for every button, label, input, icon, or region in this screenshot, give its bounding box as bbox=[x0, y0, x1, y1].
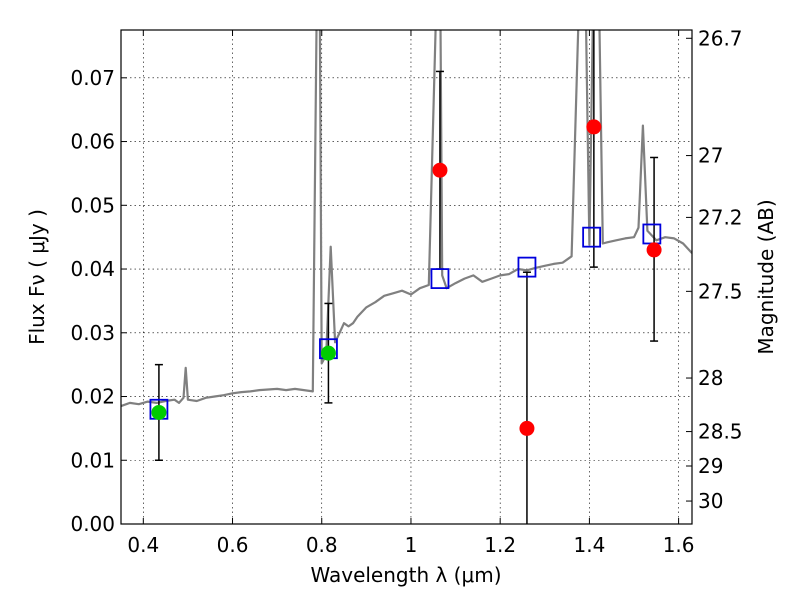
observed-point-undetected bbox=[646, 242, 662, 258]
x-axis-label: Wavelength λ (μm) bbox=[310, 563, 501, 587]
observed-point-undetected bbox=[432, 162, 448, 178]
right-tick-label: 27.2 bbox=[698, 205, 743, 229]
y-tick-label: 0.01 bbox=[70, 448, 115, 472]
right-tick-label: 29 bbox=[698, 454, 723, 478]
plot-frame bbox=[120, 29, 693, 525]
y-tick-label: 0.07 bbox=[70, 66, 115, 90]
right-tick-label: 27 bbox=[698, 144, 723, 168]
y-tick-label: 0.06 bbox=[70, 130, 115, 154]
x-tick-label: 1.2 bbox=[484, 533, 516, 557]
x-tick-label: 1 bbox=[405, 533, 418, 557]
y-axis-label-right: Magnitude (AB) bbox=[754, 199, 778, 354]
observed-layer bbox=[151, 119, 662, 436]
y-tick-label: 0.04 bbox=[70, 257, 115, 281]
right-tick-label: 28.5 bbox=[698, 420, 743, 444]
y-tick-label: 0.02 bbox=[70, 385, 115, 409]
right-tick-label: 27.5 bbox=[698, 279, 743, 303]
right-tick-label: 26.7 bbox=[698, 26, 743, 50]
spectrum-layer bbox=[121, 30, 692, 408]
spectrum-line bbox=[121, 30, 692, 408]
right-tick-label: 30 bbox=[698, 489, 723, 513]
observed-point-detected bbox=[320, 345, 336, 361]
right-tick-label: 28 bbox=[698, 366, 723, 390]
y-tick-label: 0.05 bbox=[70, 193, 115, 217]
x-tick-label: 0.8 bbox=[306, 533, 338, 557]
model-box bbox=[517, 256, 537, 278]
x-tick-label: 0.6 bbox=[217, 533, 249, 557]
model-box bbox=[582, 226, 602, 248]
model-box bbox=[430, 268, 450, 289]
model-layer bbox=[149, 223, 662, 420]
y-axis-label-left: Flux Fν ( μJy ) bbox=[25, 209, 49, 345]
observed-point-undetected bbox=[586, 119, 602, 135]
x-tick-label: 1.4 bbox=[573, 533, 605, 557]
x-tick-label: 0.4 bbox=[127, 533, 159, 557]
observed-point-detected bbox=[151, 404, 167, 420]
x-tick-label: 1.6 bbox=[663, 533, 695, 557]
observed-point-undetected bbox=[519, 420, 535, 436]
ticks: 0.4 0.6 0.8 1 1.2 1.4 1.6 0.00 0.01 0.02 0.03 0.04 0… bbox=[70, 26, 742, 557]
y-tick-label: 0.00 bbox=[70, 512, 115, 536]
y-tick-label: 0.03 bbox=[70, 321, 115, 345]
